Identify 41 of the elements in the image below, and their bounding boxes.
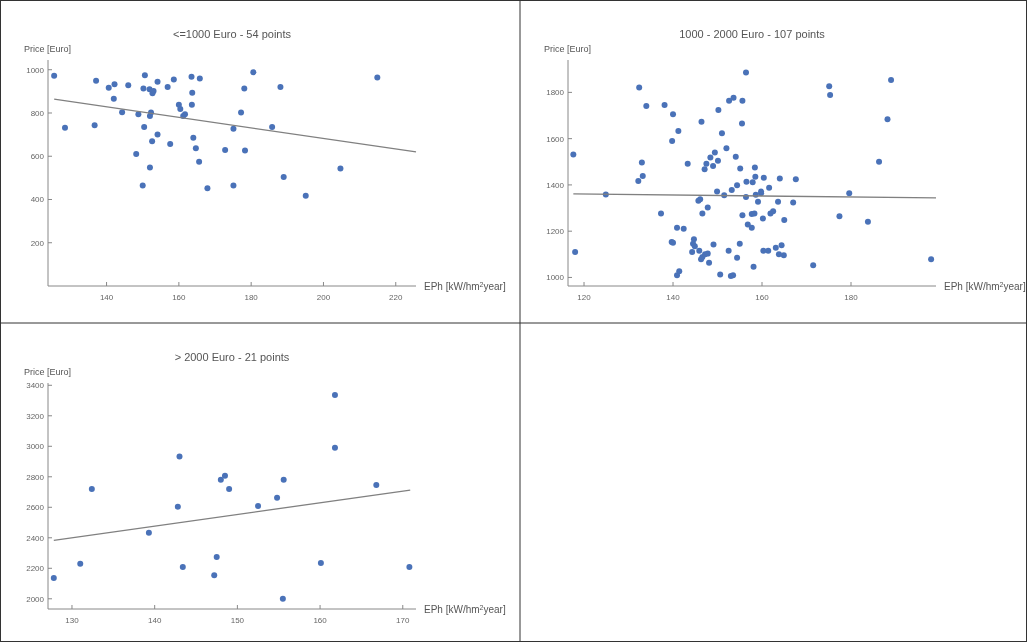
- y-tick-label: 600: [30, 152, 45, 162]
- y-tick-label: 2800: [26, 472, 45, 482]
- x-tick-label: 160: [313, 616, 328, 625]
- y-tick-label: 800: [30, 108, 45, 118]
- x-tick-label: 170: [396, 616, 410, 625]
- y-tick-label: 3400: [26, 381, 45, 391]
- y-tick-label: 3000: [26, 442, 45, 452]
- y-axis-title: Price [Euro]: [544, 44, 592, 54]
- x-axis-title: EPh [kW/hm$^{2}$year]: [424, 603, 506, 615]
- y-axis-title: Price [Euro]: [24, 367, 72, 377]
- x-tick-label: 160: [172, 293, 187, 302]
- x-tick-label: 200: [316, 293, 331, 302]
- y-tick-label: 2600: [26, 503, 45, 513]
- x-tick-label: 160: [755, 293, 770, 302]
- x-tick-label: 140: [99, 293, 114, 302]
- y-tick-label: 1600: [546, 134, 565, 144]
- x-tick-label: 140: [148, 616, 162, 625]
- chart-title: <=1000 Euro - 54 points: [172, 28, 292, 40]
- y-tick-label: 1200: [546, 227, 565, 237]
- y-tick-label: 1400: [546, 180, 565, 190]
- x-axis-title: EPh [kW/hm$^{2}$year]: [424, 280, 506, 292]
- y-tick-label: 1800: [546, 88, 565, 98]
- y-tick-label: 400: [30, 195, 45, 205]
- y-tick-label: 1000: [546, 273, 565, 283]
- x-tick-label: 180: [844, 293, 859, 302]
- y-tick-label: 2200: [26, 564, 45, 574]
- x-axis-title: EPh [kW/hm$^{2}$year]: [944, 280, 1026, 292]
- chart-title: > 2000 Euro - 21 points: [174, 351, 290, 363]
- x-tick-label: 220: [389, 293, 403, 302]
- y-tick-label: 2400: [26, 533, 45, 543]
- y-axis-title: Price [Euro]: [24, 44, 72, 54]
- x-tick-label: 180: [244, 293, 259, 302]
- y-tick-label: 3200: [26, 411, 45, 421]
- x-tick-label: 120: [577, 293, 592, 302]
- x-tick-label: 140: [666, 293, 681, 302]
- y-tick-label: 1000: [26, 65, 45, 75]
- y-tick-label: 200: [30, 238, 45, 248]
- x-tick-label: 150: [230, 616, 245, 625]
- x-tick-label: 130: [65, 616, 80, 625]
- y-tick-label: 2000: [26, 594, 45, 604]
- chart-title: 1000 - 2000 Euro - 107 points: [679, 28, 826, 40]
